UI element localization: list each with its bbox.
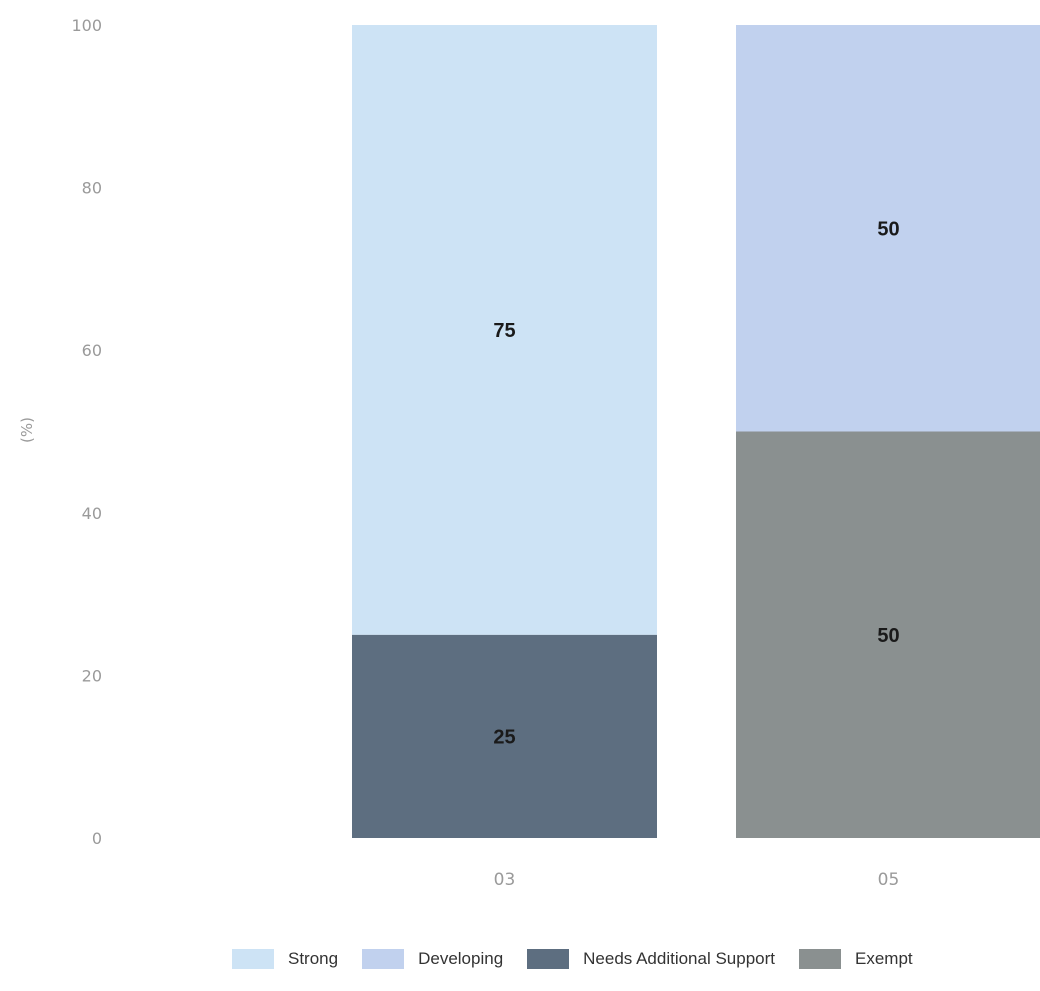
- legend-swatch: [527, 949, 570, 969]
- y-axis-ticks: 0 20 40 60 80 100: [71, 16, 102, 848]
- legend-label: Needs Additional Support: [583, 949, 776, 968]
- legend-item: Needs Additional Support: [527, 949, 775, 969]
- bars: 25 75 50 50: [352, 25, 1040, 838]
- legend-item: Strong: [232, 949, 338, 969]
- data-label: 50: [877, 625, 899, 647]
- legend-label: Exempt: [855, 949, 913, 968]
- y-tick-label: 40: [82, 504, 102, 523]
- legend-swatch: [232, 949, 274, 969]
- bar-segment-developing: [736, 25, 1040, 432]
- legend-swatch: [799, 949, 842, 969]
- bar-segment-needs-additional-support: [352, 634, 657, 838]
- data-label: 25: [493, 726, 515, 748]
- y-tick-label: 100: [71, 16, 102, 35]
- bar-segment-exempt: [736, 431, 1040, 838]
- legend-swatch: [362, 949, 405, 969]
- x-tick-label: 03: [494, 870, 516, 890]
- x-axis-ticks: 03 05: [494, 870, 900, 890]
- y-tick-label: 60: [82, 341, 102, 360]
- stacked-bar-chart: (%) 0 20 40 60 80 100 25 75 50 50 03 05: [18, 16, 1040, 890]
- y-tick-label: 0: [92, 829, 102, 848]
- x-tick-label: 05: [878, 870, 900, 890]
- data-label: 75: [493, 320, 515, 342]
- legend-item: Developing: [362, 949, 503, 969]
- y-tick-label: 20: [82, 666, 102, 685]
- legend-item: Exempt: [799, 949, 913, 969]
- bar-segment-strong: [352, 25, 657, 635]
- legend: Strong Developing Needs Additional Support…: [232, 949, 913, 969]
- legend-label: Strong: [288, 949, 339, 968]
- y-tick-label: 80: [82, 179, 102, 198]
- data-label: 50: [877, 218, 899, 240]
- legend-label: Developing: [418, 949, 504, 968]
- y-axis-label: (%): [18, 417, 36, 443]
